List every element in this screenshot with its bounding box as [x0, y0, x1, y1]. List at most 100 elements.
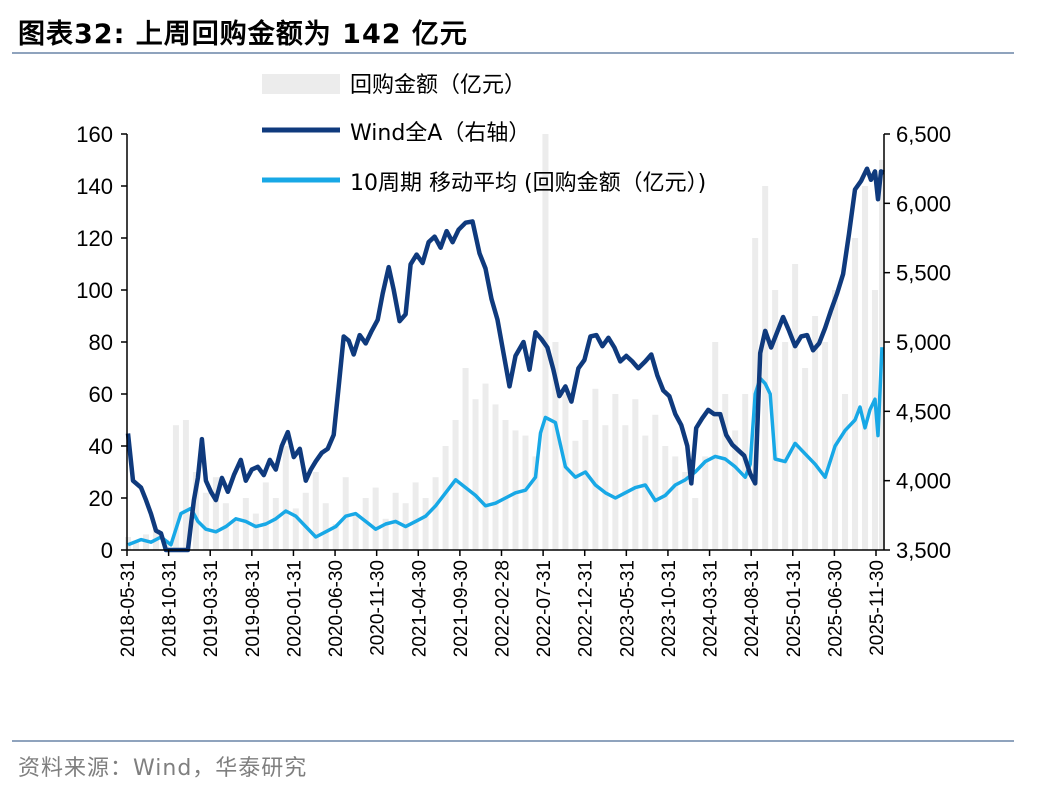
repurchase-bar	[552, 342, 559, 550]
x-tick-label: 2025-06-30	[825, 560, 846, 657]
legend-label-bars: 回购金额（亿元）	[350, 73, 526, 98]
repurchase-bar	[502, 420, 509, 550]
repurchase-bar	[802, 368, 809, 550]
x-tick-label: 2021-04-30	[409, 560, 430, 657]
repurchase-bar	[372, 487, 379, 550]
repurchase-bar	[302, 492, 309, 550]
left-tick-label: 140	[76, 174, 113, 199]
left-tick-label: 20	[89, 486, 113, 511]
bottom-rule	[12, 740, 1014, 742]
x-tick-label: 2023-05-31	[617, 560, 638, 657]
repurchase-bar	[662, 446, 669, 550]
legend-label-wind: Wind全A（右轴）	[350, 121, 530, 146]
repurchase-bar	[512, 430, 519, 550]
left-tick-label: 160	[76, 122, 113, 147]
x-ticks: 2018-05-31 2018-10-31 2019-03-31 2019-08-31…	[118, 550, 888, 657]
left-tick-label: 120	[76, 226, 113, 251]
repurchase-bar	[182, 420, 189, 550]
x-tick-label: 2023-10-31	[659, 560, 680, 657]
right-tick-label: 4,500	[896, 399, 951, 424]
source-note: 资料来源：Wind，华泰研究	[18, 756, 308, 781]
repurchase-bar	[522, 435, 529, 550]
x-tick-label: 2021-09-30	[451, 560, 472, 657]
repurchase-bar	[432, 477, 439, 550]
repurchase-bar	[862, 186, 869, 550]
repurchase-bar	[572, 440, 579, 550]
repurchase-bar	[232, 518, 239, 550]
repurchase-bar	[262, 482, 269, 550]
repurchase-bar	[472, 399, 479, 550]
repurchase-bar	[602, 425, 609, 550]
x-tick-label: 2025-01-31	[784, 560, 805, 657]
repurchase-bar	[682, 472, 689, 550]
chart-title: 图表32: 上周回购金额为 142 亿元	[18, 19, 468, 50]
repurchase-bar	[202, 492, 209, 550]
x-tick-label: 2020-11-30	[368, 560, 389, 656]
repurchase-bar	[842, 394, 849, 550]
repurchase-bar	[532, 456, 539, 550]
repurchase-bar	[592, 388, 599, 550]
x-tick-label: 2022-02-28	[493, 560, 514, 657]
repurchase-bar	[702, 456, 709, 550]
wind-series-line	[125, 166, 885, 553]
repurchase-bar	[672, 456, 679, 550]
repurchase-bar	[292, 508, 299, 550]
x-tick-label: 2025-11-30	[867, 560, 888, 656]
repurchase-bar	[172, 425, 179, 550]
repurchase-bar	[782, 342, 789, 550]
repurchase-bar	[282, 446, 289, 550]
wind-layer	[125, 166, 885, 553]
repurchase-bar	[332, 524, 339, 550]
repurchase-bar	[482, 383, 489, 550]
repurchase-bar	[582, 420, 589, 550]
repurchase-bar	[732, 430, 739, 550]
x-tick-label: 2020-01-31	[284, 560, 305, 657]
repurchase-bar	[832, 290, 839, 550]
repurchase-bar	[742, 394, 749, 550]
repurchase-bar	[362, 498, 369, 550]
repurchase-bar	[462, 368, 469, 550]
repurchase-bar	[632, 399, 639, 550]
x-tick-label: 2019-08-31	[243, 560, 264, 657]
repurchase-bar	[622, 425, 629, 550]
repurchase-bar	[342, 477, 349, 550]
repurchase-bar	[322, 503, 329, 550]
repurchase-bar	[652, 414, 659, 550]
repurchase-bar	[822, 342, 829, 550]
repurchase-bar	[212, 477, 219, 550]
repurchase-bar	[712, 342, 719, 550]
repurchase-bar	[272, 498, 279, 550]
legend-label-ma: 10周期 移动平均 (回购金额（亿元）)	[350, 171, 706, 196]
right-tick-label: 3,500	[896, 538, 951, 563]
left-tick-label: 60	[89, 382, 113, 407]
repurchase-bar	[562, 394, 569, 550]
repurchase-bar	[642, 435, 649, 550]
right-tick-label: 5,500	[896, 261, 951, 286]
repurchase-bar	[852, 238, 859, 550]
repurchase-bar	[132, 542, 139, 550]
right-tick-label: 5,000	[896, 330, 951, 355]
left-tick-label: 40	[89, 434, 113, 459]
left-tick-label: 80	[89, 330, 113, 355]
x-tick-label: 2024-03-31	[701, 560, 722, 657]
right-ticks: 3,500 4,000 4,500 5,000 5,500 6,000 6,500	[884, 122, 951, 563]
repurchase-bar	[772, 290, 779, 550]
legend-bar-swatch	[262, 74, 340, 94]
repurchase-bar	[812, 316, 819, 550]
repurchase-bar	[312, 472, 319, 550]
x-tick-label: 2019-03-31	[201, 560, 222, 657]
top-rule	[12, 52, 1014, 54]
x-tick-label: 2022-07-31	[534, 560, 555, 657]
left-ticks: 0 20 40 60 80 100 120 140 160	[76, 122, 127, 563]
right-tick-label: 4,000	[896, 469, 951, 494]
ma10-layer	[127, 347, 884, 547]
repurchase-bar	[722, 394, 729, 550]
repurchase-bar	[442, 446, 449, 550]
legend: 回购金额（亿元） Wind全A（右轴） 10周期 移动平均 (回购金额（亿元）)	[262, 73, 706, 196]
repurchase-bar	[692, 498, 699, 550]
repurchase-bar	[452, 420, 459, 550]
left-tick-label: 0	[101, 538, 113, 563]
repurchase-bar	[612, 394, 619, 550]
repurchase-bar	[492, 404, 499, 550]
